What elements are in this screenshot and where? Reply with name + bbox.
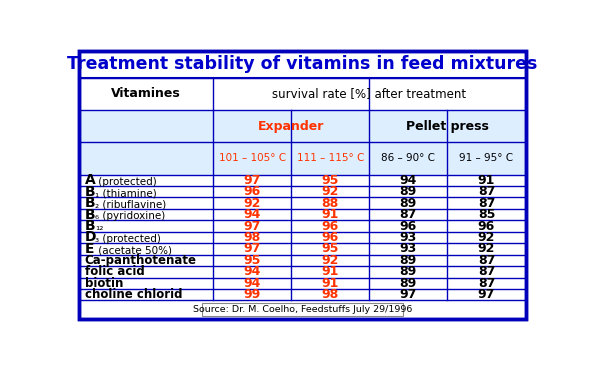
Text: 99: 99 bbox=[244, 288, 261, 301]
Text: 96: 96 bbox=[400, 220, 417, 232]
Text: 87: 87 bbox=[478, 277, 495, 290]
Text: Vitamines: Vitamines bbox=[112, 87, 181, 100]
Text: biotin: biotin bbox=[85, 277, 123, 290]
Text: 87: 87 bbox=[399, 208, 417, 221]
Text: A: A bbox=[85, 173, 96, 187]
Text: 96: 96 bbox=[322, 231, 339, 244]
Text: 111 – 115° C: 111 – 115° C bbox=[297, 153, 364, 164]
Text: Treatment stability of vitamins in feed mixtures: Treatment stability of vitamins in feed … bbox=[67, 55, 537, 73]
Text: folic acid: folic acid bbox=[85, 265, 145, 278]
Text: (protected): (protected) bbox=[95, 177, 156, 187]
Text: 92: 92 bbox=[478, 231, 495, 244]
Text: 89: 89 bbox=[400, 265, 417, 278]
Text: 95: 95 bbox=[322, 242, 339, 255]
Text: choline chlorid: choline chlorid bbox=[85, 288, 182, 301]
Text: ₂ (ribuflavine): ₂ (ribuflavine) bbox=[95, 199, 166, 210]
Text: 87: 87 bbox=[478, 265, 495, 278]
Text: 85: 85 bbox=[478, 208, 495, 221]
Text: 87: 87 bbox=[478, 254, 495, 267]
Text: 91: 91 bbox=[322, 277, 339, 290]
Text: ₁ (thiamine): ₁ (thiamine) bbox=[95, 188, 156, 198]
Text: ₃ (protected): ₃ (protected) bbox=[95, 234, 160, 244]
Text: 97: 97 bbox=[399, 288, 417, 301]
Text: 87: 87 bbox=[478, 185, 495, 198]
Text: ₆ (pyridoxine): ₆ (pyridoxine) bbox=[95, 211, 165, 221]
Text: B: B bbox=[85, 219, 96, 233]
Text: 95: 95 bbox=[322, 174, 339, 187]
Text: B: B bbox=[85, 208, 96, 221]
Text: 87: 87 bbox=[478, 197, 495, 210]
Text: 93: 93 bbox=[400, 231, 417, 244]
Text: 92: 92 bbox=[244, 197, 261, 210]
Text: 88: 88 bbox=[322, 197, 339, 210]
Text: 94: 94 bbox=[244, 277, 261, 290]
Text: 96: 96 bbox=[478, 220, 495, 232]
Text: 92: 92 bbox=[322, 185, 339, 198]
Text: 89: 89 bbox=[400, 197, 417, 210]
Text: ₁₂: ₁₂ bbox=[95, 223, 103, 232]
Text: 97: 97 bbox=[244, 220, 261, 232]
Text: 96: 96 bbox=[244, 185, 261, 198]
Text: 86 – 90° C: 86 – 90° C bbox=[381, 153, 435, 164]
Text: 89: 89 bbox=[400, 185, 417, 198]
Text: 91: 91 bbox=[322, 265, 339, 278]
Text: survival rate [%] after treatment: survival rate [%] after treatment bbox=[272, 87, 466, 100]
Text: 98: 98 bbox=[322, 288, 339, 301]
Text: 94: 94 bbox=[399, 174, 417, 187]
Text: 97: 97 bbox=[478, 288, 495, 301]
Text: 96: 96 bbox=[322, 220, 339, 232]
Text: 97: 97 bbox=[244, 242, 261, 255]
Text: 92: 92 bbox=[322, 254, 339, 267]
Bar bbox=[202, 303, 403, 316]
Text: 93: 93 bbox=[400, 242, 417, 255]
Text: B: B bbox=[85, 185, 96, 199]
Text: 97: 97 bbox=[244, 174, 261, 187]
Text: Ca-panthotenate: Ca-panthotenate bbox=[85, 254, 196, 267]
Text: 94: 94 bbox=[244, 265, 261, 278]
Text: 91: 91 bbox=[478, 174, 495, 187]
Text: Source: Dr. M. Coelho, Feedstuffs July 29/1996: Source: Dr. M. Coelho, Feedstuffs July 2… bbox=[193, 305, 412, 314]
Text: 98: 98 bbox=[244, 231, 261, 244]
Text: 91 – 95° C: 91 – 95° C bbox=[460, 153, 513, 164]
Text: 95: 95 bbox=[244, 254, 261, 267]
Text: 89: 89 bbox=[400, 277, 417, 290]
Text: D: D bbox=[85, 231, 96, 244]
Text: (acetate 50%): (acetate 50%) bbox=[95, 245, 172, 255]
Text: 94: 94 bbox=[244, 208, 261, 221]
Text: B: B bbox=[85, 196, 96, 210]
Text: Pellet press: Pellet press bbox=[406, 120, 489, 132]
Bar bbox=[79, 51, 526, 78]
Text: E: E bbox=[85, 242, 94, 256]
Text: 91: 91 bbox=[322, 208, 339, 221]
Text: Expander: Expander bbox=[258, 120, 324, 132]
Text: 89: 89 bbox=[400, 254, 417, 267]
Text: 92: 92 bbox=[478, 242, 495, 255]
Text: 101 – 105° C: 101 – 105° C bbox=[219, 153, 286, 164]
